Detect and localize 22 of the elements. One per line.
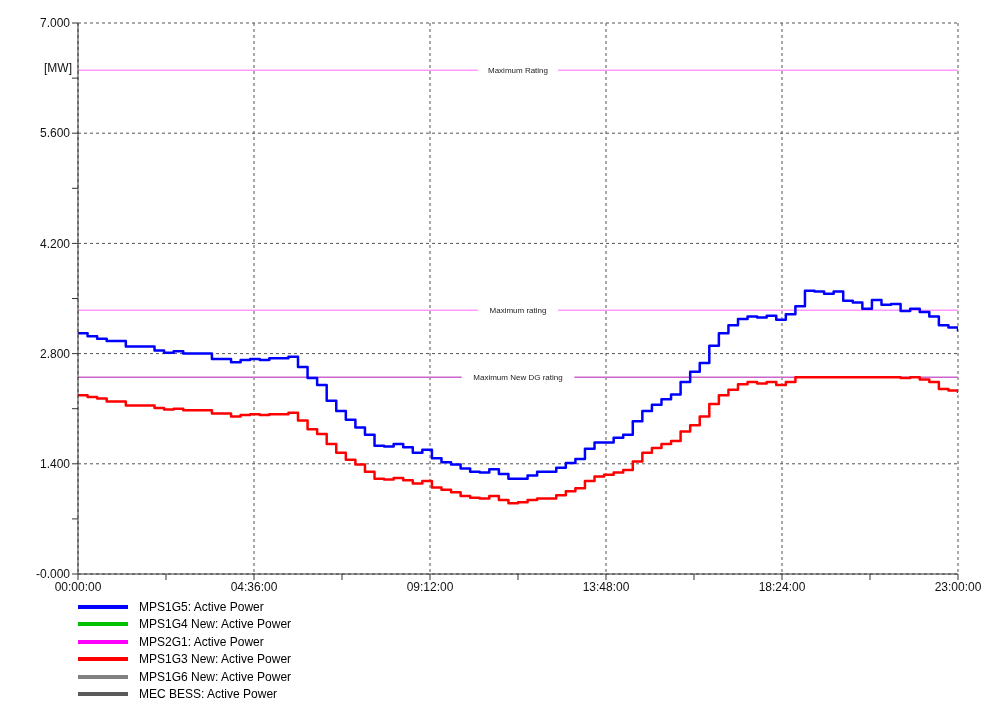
ref-line-label: Maximum New DG rating	[473, 373, 563, 383]
legend-label: MPS2G1: Active Power	[139, 634, 264, 649]
x-tick-label: 09:12:00	[406, 579, 454, 594]
y-tick-label: 2.800	[39, 346, 71, 361]
y-tick-label: 5.600	[39, 126, 71, 141]
legend-label: MEC BESS: Active Power	[139, 687, 278, 702]
y-tick-label: -0.000	[35, 567, 71, 582]
x-tick-label: 00:00:00	[54, 579, 102, 594]
x-tick-label: 18:24:00	[758, 579, 806, 594]
legend-label: MPS1G4 New: Active Power	[139, 617, 292, 632]
y-tick-label: 7.000	[39, 16, 71, 31]
x-tick-label: 13:48:00	[582, 579, 630, 594]
x-tick-label: 04:36:00	[230, 579, 278, 594]
ref-line-label: Maximum Rating	[487, 66, 549, 76]
x-tick-label: 23:00:00	[934, 579, 982, 594]
y-tick-label: 1.400	[39, 457, 71, 472]
legend-label: MPS1G3 New: Active Power	[139, 652, 292, 667]
y-axis-title: [MW]	[44, 60, 72, 75]
legend-label: MPS1G5: Active Power	[139, 599, 264, 614]
y-tick-label: 4.200	[39, 236, 71, 251]
ref-line-label: Maximum rating	[489, 306, 547, 316]
legend-label: MPS1G6 New: Active Power	[139, 669, 292, 684]
